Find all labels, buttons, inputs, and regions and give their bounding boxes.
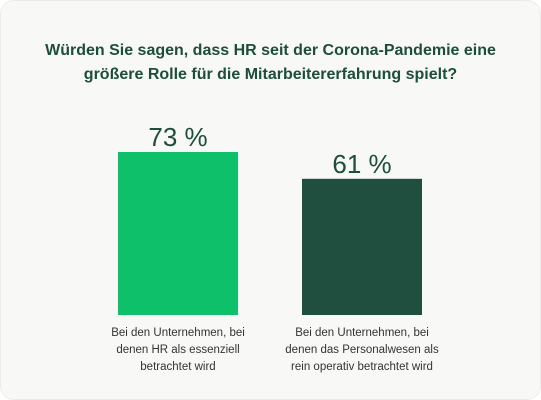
chart-title: Würden Sie sagen, dass HR seit der Coron… xyxy=(21,39,520,87)
chart-title-line-1: Würden Sie sagen, dass HR seit der Coron… xyxy=(45,42,496,59)
bar-2 xyxy=(302,178,422,315)
category-label-2-line-3: rein operativ betrachtet wird xyxy=(291,361,433,373)
bar-1 xyxy=(118,152,238,315)
category-label-1-line-1: Bei den Unternehmen, bei xyxy=(111,327,245,339)
category-label-2-line-2: denen das Personalwesen als xyxy=(285,344,439,356)
chart-title-line-2: größere Rolle für die Mitarbeitererfahru… xyxy=(83,66,458,83)
category-label-1-line-3: betrachtet wird xyxy=(140,361,215,373)
value-label-2: 61 % xyxy=(332,149,391,179)
category-label-1-line-2: denen HR als essenziell xyxy=(116,344,239,356)
category-label-2-line-1: Bei den Unternehmen, bei xyxy=(295,327,429,339)
value-label-1: 73 % xyxy=(148,122,207,152)
